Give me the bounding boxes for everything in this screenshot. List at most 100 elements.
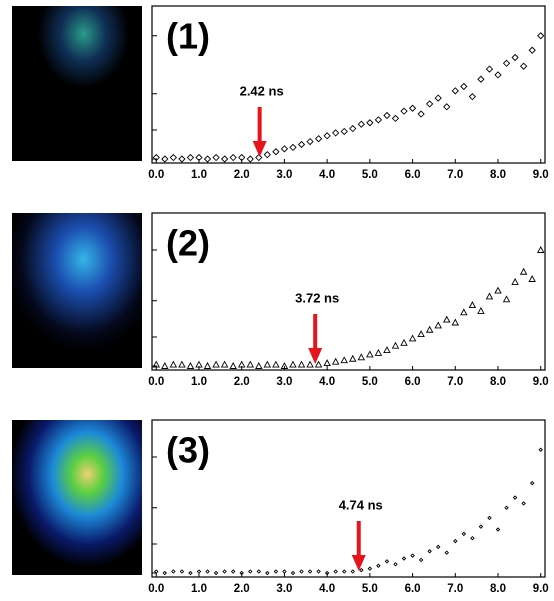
data-point <box>374 116 383 124</box>
data-point <box>203 362 212 369</box>
data-point <box>349 124 357 133</box>
data-point <box>220 155 229 163</box>
arrow-head <box>252 141 267 157</box>
x-tick-label: 6.0 <box>405 583 421 595</box>
data-point <box>324 570 330 576</box>
data-point <box>186 362 195 369</box>
data-point <box>393 562 398 567</box>
data-point <box>289 360 297 368</box>
image-3 <box>12 420 142 575</box>
annotation: 3.72 ns <box>295 290 339 305</box>
data-point <box>349 354 357 362</box>
data-point <box>161 362 169 369</box>
data-point <box>314 360 323 368</box>
panel-label: (2) <box>166 223 210 264</box>
data-point <box>451 318 460 326</box>
data-point <box>340 127 348 136</box>
data-point <box>169 360 178 368</box>
data-point <box>357 353 366 361</box>
image-2 <box>12 213 142 368</box>
data-point <box>195 153 203 162</box>
data-point <box>306 137 314 146</box>
data-point <box>434 321 442 329</box>
data-point <box>188 570 193 576</box>
image-1 <box>12 6 142 161</box>
data-point <box>451 87 459 95</box>
data-point <box>248 569 253 574</box>
data-point <box>417 330 425 338</box>
data-point <box>256 569 262 574</box>
plot-frame <box>151 419 546 578</box>
data-point <box>213 570 219 576</box>
data-point <box>341 569 347 574</box>
data-point <box>400 107 408 115</box>
x-tick-label: 1.0 <box>191 169 207 181</box>
data-point <box>435 544 441 550</box>
data-point <box>538 447 543 452</box>
data-point <box>374 349 383 356</box>
data-point <box>246 360 255 368</box>
data-point <box>528 275 536 282</box>
data-point <box>376 563 381 568</box>
data-point <box>470 535 475 541</box>
x-tick-label: 3.0 <box>276 376 292 388</box>
data-point <box>511 53 519 62</box>
data-point <box>521 501 526 506</box>
data-point <box>297 140 306 149</box>
annotation: 2.42 ns <box>240 83 284 98</box>
x-tick-label: 7.0 <box>447 376 463 388</box>
data-point <box>246 155 254 163</box>
x-tick-label: 7.0 <box>447 583 463 595</box>
data-point <box>359 567 364 573</box>
data-point <box>152 360 161 368</box>
data-point <box>297 360 306 368</box>
data-point <box>323 359 331 367</box>
data-point <box>383 346 391 353</box>
data-point <box>238 153 246 162</box>
x-tick-label: 8.0 <box>490 169 506 181</box>
data-point <box>461 531 467 537</box>
x-tick-label: 2.0 <box>234 583 250 595</box>
data-point <box>282 569 287 574</box>
data-point <box>366 119 374 127</box>
data-point <box>178 155 186 163</box>
data-point <box>316 569 321 574</box>
data-point <box>229 153 237 162</box>
x-tick-label: 6.0 <box>405 169 421 181</box>
data-point <box>511 277 519 285</box>
data-point <box>366 350 374 358</box>
data-point <box>520 62 528 70</box>
data-point <box>237 360 246 368</box>
arrow-head <box>351 555 366 571</box>
data-point <box>519 267 528 275</box>
data-point <box>230 569 236 574</box>
x-tick-label: 5.0 <box>362 583 378 595</box>
data-point <box>314 135 323 143</box>
data-point <box>528 46 536 54</box>
x-tick-label: 3.0 <box>276 583 292 595</box>
data-point <box>383 111 391 120</box>
data-point <box>468 93 477 101</box>
x-tick-label: 9.0 <box>533 583 549 595</box>
data-point <box>280 362 289 369</box>
x-tick-label: 2.0 <box>234 376 250 388</box>
data-point <box>263 151 271 159</box>
data-point <box>239 570 244 576</box>
data-point <box>306 360 314 368</box>
arrow-head <box>308 348 323 364</box>
data-point <box>162 570 168 576</box>
data-point <box>332 129 340 137</box>
data-point <box>169 153 177 162</box>
data-point <box>478 524 484 529</box>
x-tick-label: 7.0 <box>447 169 463 181</box>
data-point <box>477 306 485 314</box>
x-tick-label: 1.0 <box>191 376 207 388</box>
x-tick-label: 0.0 <box>148 376 164 388</box>
data-point <box>495 527 501 532</box>
data-point <box>212 153 220 162</box>
data-point <box>477 75 485 83</box>
data-point <box>290 570 296 576</box>
x-tick-label: 4.0 <box>319 376 335 388</box>
x-tick-label: 4.0 <box>319 583 335 595</box>
